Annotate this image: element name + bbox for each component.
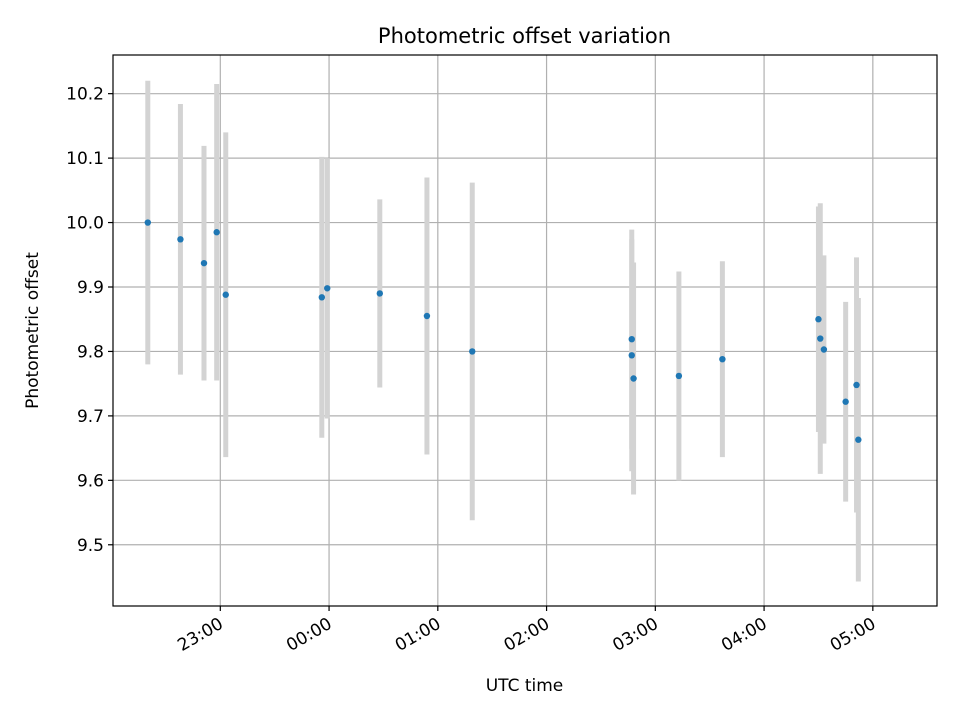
data-point	[628, 336, 635, 343]
data-point	[469, 348, 476, 355]
data-point	[820, 346, 828, 353]
grid	[113, 55, 937, 606]
data-point	[376, 290, 384, 297]
data-point	[324, 285, 331, 292]
plot-frame	[112, 54, 938, 607]
data-point	[853, 381, 860, 389]
data-point	[628, 352, 635, 359]
y-tick-label: 10.0	[66, 214, 104, 234]
data-points	[144, 219, 862, 443]
y-axis-ticks: 9.5 9.6 9.7 9.8 9.9 10.0 10.1 10.2	[66, 85, 113, 556]
chart-title: Photometric offset variation	[378, 24, 671, 48]
data-point	[318, 294, 326, 301]
data-point	[200, 259, 208, 267]
data-point	[855, 436, 862, 443]
y-tick-label: 10.2	[66, 85, 104, 105]
data-point	[222, 291, 229, 298]
y-tick-label: 9.6	[77, 471, 104, 491]
y-tick-label: 9.9	[77, 278, 104, 298]
data-point	[719, 355, 726, 363]
y-tick-label: 10.1	[66, 149, 104, 169]
y-tick-label: 9.8	[77, 342, 104, 362]
data-point	[815, 316, 822, 323]
data-point	[675, 372, 683, 380]
data-point	[144, 219, 152, 226]
y-axis-label: Photometric offset	[23, 252, 43, 409]
data-point	[630, 375, 637, 382]
y-tick-label: 9.7	[77, 407, 104, 427]
y-tick-label: 9.5	[77, 536, 104, 556]
data-point	[423, 312, 431, 320]
x-axis-label: UTC time	[486, 676, 564, 696]
data-point	[817, 335, 824, 342]
data-point	[177, 236, 184, 243]
data-point	[842, 398, 849, 405]
data-point	[213, 229, 220, 236]
